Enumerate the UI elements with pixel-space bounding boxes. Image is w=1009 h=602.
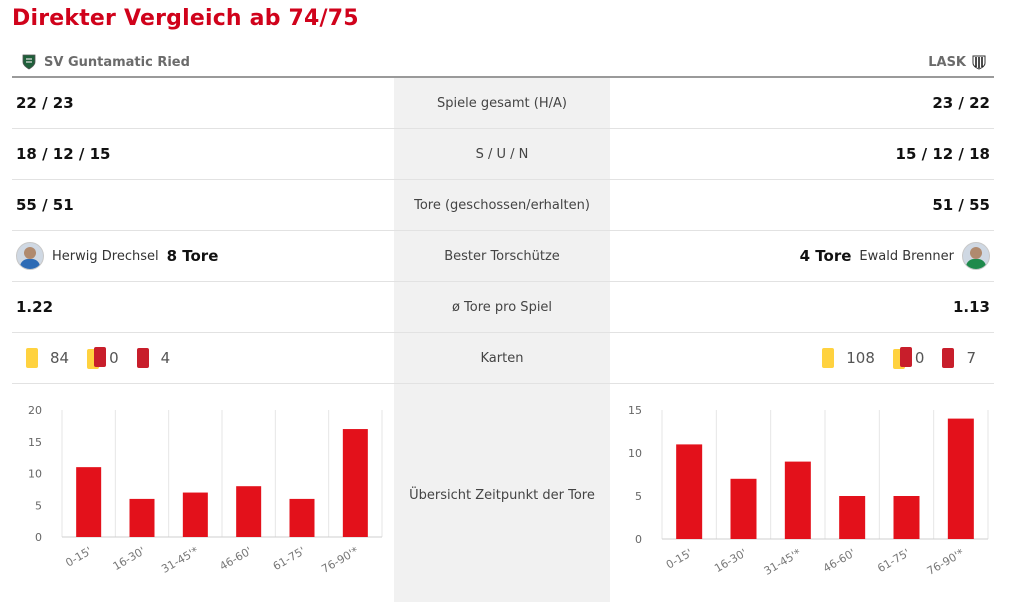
goal-timing-chart-right: 0 5 10 15 0-15' 16-30' 31-45'* 46-60' 61-75' 76-9…: [628, 404, 989, 578]
cards-left-yellowred: 0: [109, 349, 119, 367]
x-tick-label: 31-45'*: [762, 546, 804, 578]
y-tick-label: 15: [628, 404, 642, 417]
bar: [947, 418, 974, 539]
yellow-card-icon: [26, 348, 38, 368]
scorer-left-name: Herwig Drechsel: [52, 248, 159, 264]
games-right: 23 / 22: [932, 94, 990, 112]
cards-label: Karten: [480, 350, 524, 366]
bar: [893, 496, 920, 539]
cards-left: 84 0 4: [26, 333, 188, 383]
avg-left: 1.22: [16, 298, 54, 316]
cards-left-red: 4: [160, 349, 171, 367]
x-tick-label: 16-30': [712, 546, 749, 575]
page-title: Direkter Vergleich ab 74/75: [12, 6, 359, 31]
goals-right: 51 / 55: [932, 196, 990, 214]
x-tick-label: 61-75': [875, 546, 912, 575]
x-tick-label: 61-75': [271, 544, 308, 573]
stat-row-goals: 55 / 51 Tore (geschossen/erhalten) 51 / …: [12, 180, 994, 231]
goals-left: 55 / 51: [16, 196, 74, 214]
team-right[interactable]: LASK: [928, 54, 986, 70]
scorer-label: Bester Torschütze: [444, 248, 560, 264]
avg-label: ø Tore pro Spiel: [451, 299, 553, 315]
bar: [676, 444, 703, 539]
bar: [784, 461, 811, 539]
scorer-left-goals: 8 Tore: [166, 247, 219, 265]
chart-section-label: Übersicht Zeitpunkt der Tore: [409, 488, 595, 503]
y-tick-label: 5: [35, 499, 42, 512]
goal-timing-chart-left: 0 5 10 15 20 0-15' 16-30' 31-45'* 46-60' 61-75' 76…: [28, 404, 383, 576]
stat-row-avg: 1.22 ø Tore pro Spiel 1.13: [12, 282, 994, 333]
record-label: S / U / N: [475, 146, 529, 162]
y-tick-label: 15: [28, 436, 42, 449]
x-tick-label: 46-60': [821, 546, 858, 575]
avatar: [962, 242, 990, 270]
x-tick-label: 16-30': [111, 544, 148, 573]
bar: [129, 498, 155, 537]
x-tick-label: 31-45'*: [159, 544, 201, 576]
record-left: 18 / 12 / 15: [16, 145, 111, 163]
scorer-right-goals: 4 Tore: [799, 247, 852, 265]
bar: [236, 486, 262, 537]
bar: [76, 467, 102, 537]
yellow-red-card-icon: [87, 347, 107, 369]
ried-crest-icon: [22, 54, 36, 70]
stat-row-top-scorer: Herwig Drechsel 8 Tore Bester Torschütze…: [12, 231, 994, 282]
y-tick-label: 5: [635, 490, 642, 503]
games-label: Spiele gesamt (H/A): [437, 95, 567, 111]
record-right: 15 / 12 / 18: [895, 145, 990, 163]
y-tick-label: 20: [28, 404, 42, 417]
red-card-icon: [136, 348, 149, 368]
scorer-right[interactable]: 4 Tore Ewald Brenner: [800, 231, 990, 281]
x-tick-label: 76-90'*: [319, 544, 361, 576]
avatar: [16, 242, 44, 270]
lask-crest-icon: [972, 55, 986, 70]
goals-label: Tore (geschossen/erhalten): [414, 197, 590, 213]
x-tick-label: 0-15': [664, 546, 695, 571]
center-column: [394, 78, 610, 602]
team-right-name: LASK: [928, 54, 966, 70]
avg-right: 1.13: [952, 298, 990, 316]
bar: [182, 492, 208, 537]
bar: [839, 496, 866, 539]
cards-right-red: 7: [966, 349, 976, 367]
cards-right-yellowred: 0: [914, 349, 925, 367]
x-tick-label: 76-90'*: [925, 546, 967, 578]
red-card-icon: [942, 348, 955, 368]
stat-row-record: 18 / 12 / 15 S / U / N 15 / 12 / 18: [12, 129, 994, 180]
y-tick-label: 0: [635, 533, 642, 546]
cards-right-yellow: 108: [846, 349, 875, 367]
team-left[interactable]: SV Guntamatic Ried: [22, 54, 190, 70]
scorer-right-name: Ewald Brenner: [859, 248, 954, 264]
stat-row-games: 22 / 23 Spiele gesamt (H/A) 23 / 22: [12, 78, 994, 129]
scorer-left[interactable]: Herwig Drechsel 8 Tore: [16, 231, 218, 281]
stat-row-cards: 84 0 4 Karten 108 0 7: [12, 333, 994, 384]
team-left-name: SV Guntamatic Ried: [44, 54, 190, 70]
x-tick-label: 0-15': [63, 544, 94, 569]
yellow-card-icon: [822, 348, 835, 368]
yellow-red-card-icon: [892, 347, 913, 369]
y-tick-label: 10: [628, 447, 642, 460]
bar: [342, 429, 368, 537]
cards-right: 108 0 7: [822, 333, 994, 383]
cards-left-yellow: 84: [50, 349, 70, 367]
bar: [289, 498, 315, 537]
y-tick-label: 10: [28, 468, 42, 481]
team-header-row: SV Guntamatic Ried LASK: [12, 48, 994, 78]
y-tick-label: 0: [35, 531, 42, 544]
games-left: 22 / 23: [16, 94, 74, 112]
x-tick-label: 46-60': [217, 544, 254, 573]
bar: [730, 478, 757, 539]
